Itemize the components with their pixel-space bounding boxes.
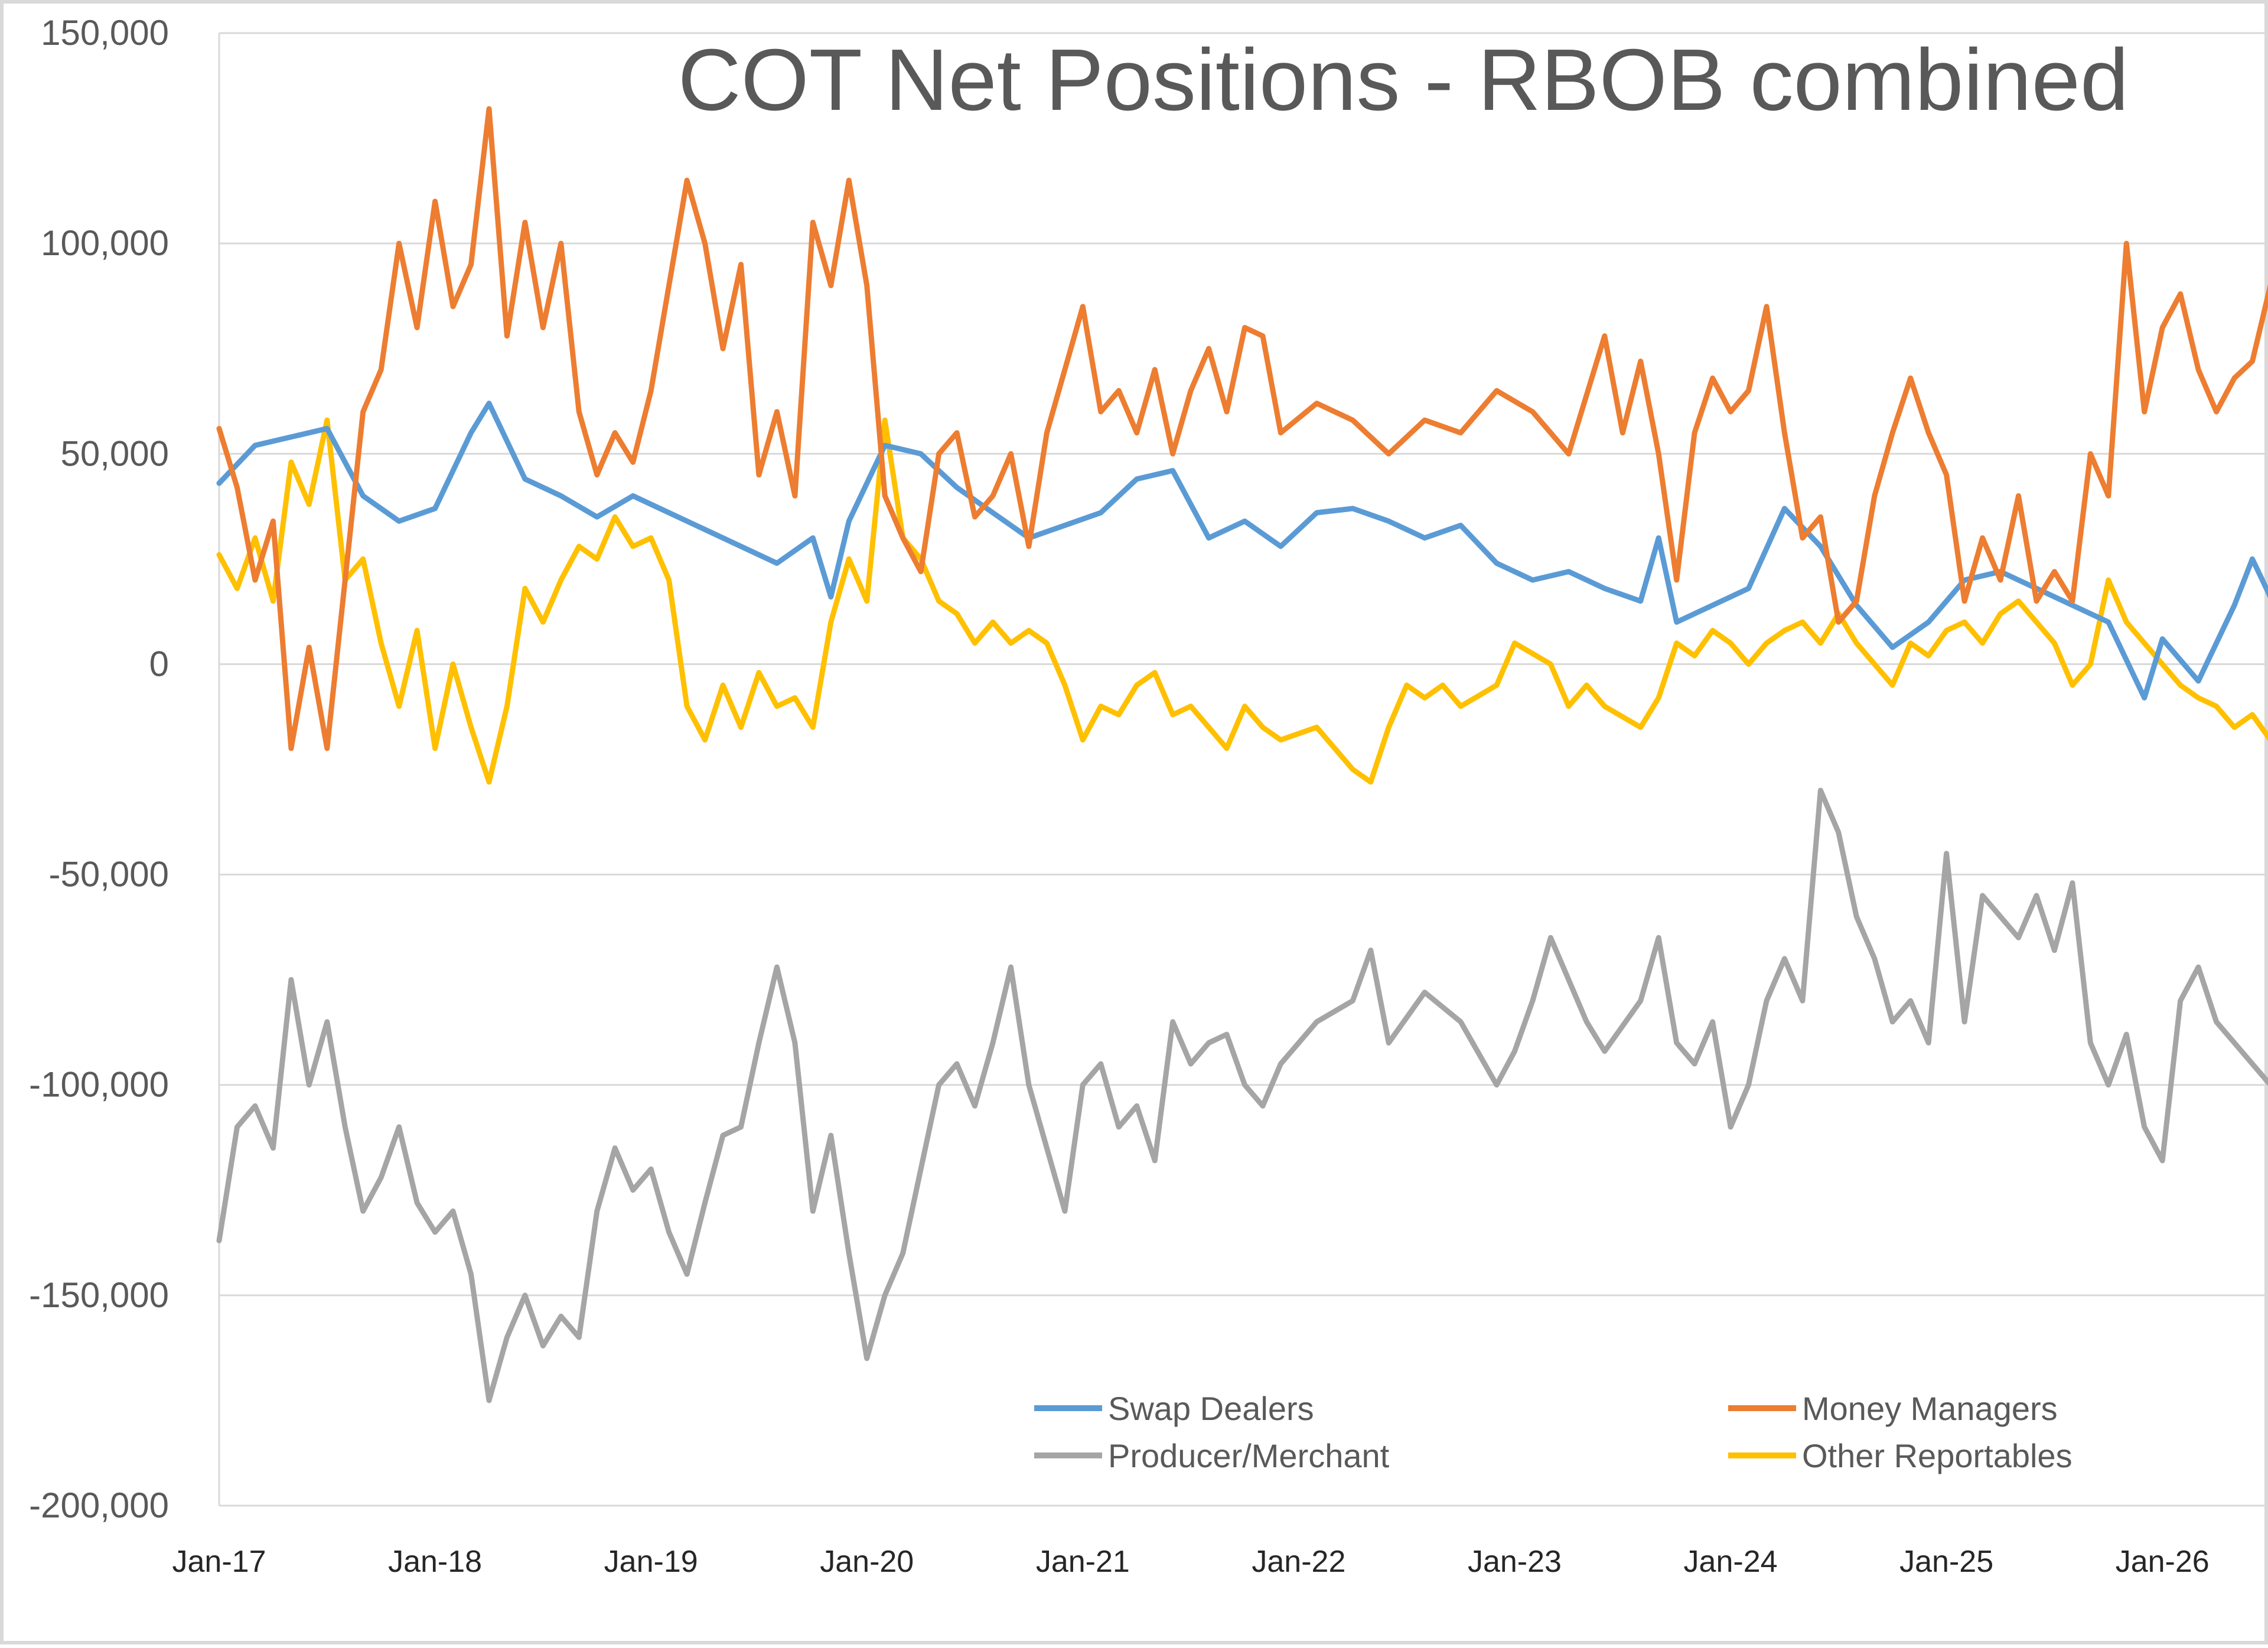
chart-title: COT Net Positions - RBOB combined <box>678 31 2129 129</box>
series-lines <box>216 106 2268 1403</box>
gridlines <box>218 32 2268 1507</box>
y-tick-label: -100,000 <box>29 1065 169 1105</box>
y-tick-label: -150,000 <box>29 1275 169 1315</box>
y-tick-label: -50,000 <box>49 855 170 894</box>
x-tick-label: Jan-17 <box>172 1545 266 1579</box>
series-line-money-managers <box>216 106 2268 751</box>
y-tick-label: 150,000 <box>41 13 169 53</box>
x-tick-label: Jan-22 <box>1252 1545 1345 1579</box>
x-tick-label: Jan-19 <box>604 1545 698 1579</box>
y-tick-label: 0 <box>149 644 169 683</box>
legend-label: Other Reportables <box>1802 1437 2073 1474</box>
legend-label: Money Managers <box>1802 1390 2058 1427</box>
legend-label: Producer/Merchant <box>1108 1437 1390 1474</box>
y-tick-label: -200,000 <box>29 1486 169 1525</box>
x-tick-label: Jan-24 <box>1684 1545 1778 1579</box>
x-tick-label: Jan-26 <box>2116 1545 2210 1579</box>
y-tick-label: 100,000 <box>41 223 169 263</box>
series-line-other-reportables <box>216 417 2268 785</box>
legend: Swap Dealers Money Managers Producer/Merch… <box>1034 1390 2073 1474</box>
x-tick-label: Jan-18 <box>388 1545 482 1579</box>
x-tick-label: Jan-20 <box>820 1545 914 1579</box>
y-tick-label: 50,000 <box>60 434 169 473</box>
legend-label: Swap Dealers <box>1108 1390 1314 1427</box>
x-tick-label: Jan-23 <box>1468 1545 1562 1579</box>
chart-canvas: 150,000 100,000 50,000 0 -50,000 -100,000 -150… <box>29 13 2268 1579</box>
series-line-swap-dealers <box>216 400 2268 701</box>
x-tick-label: Jan-21 <box>1036 1545 1130 1579</box>
y-axis-tick-labels: 150,000 100,000 50,000 0 -50,000 -100,000 -150… <box>29 13 169 1525</box>
x-axis-tick-labels: Jan-17 Jan-18 Jan-19 Jan-20 Jan-21 Jan-22 Jan-… <box>172 1545 2210 1579</box>
x-tick-label: Jan-25 <box>1899 1545 1993 1579</box>
series-line-producer-merchant <box>216 787 2268 1403</box>
